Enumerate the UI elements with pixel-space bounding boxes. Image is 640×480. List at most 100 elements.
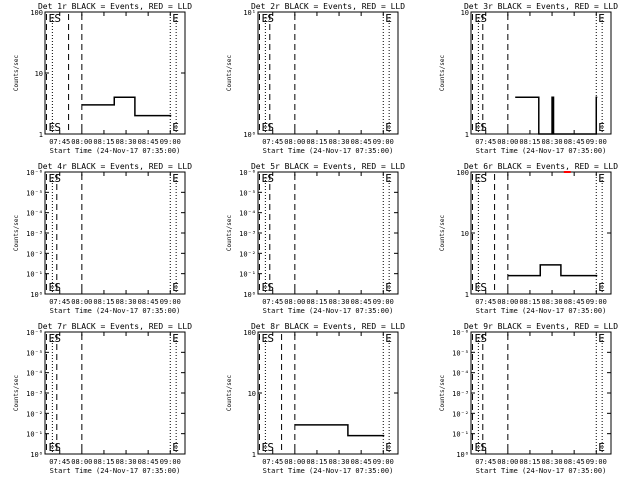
y-tick-label: 10⁻¹ xyxy=(26,271,43,279)
x-tick-label: 08:00 xyxy=(497,138,518,146)
x-tick-label: 08:45 xyxy=(138,298,159,306)
panel-title: Det 2r BLACK = Events, RED = LLD xyxy=(251,2,405,11)
y-tick-label: 10⁰ xyxy=(456,451,469,459)
event-marker-label-bottom: E xyxy=(474,281,481,294)
y-tick-label: 10⁰ xyxy=(243,291,256,299)
x-tick-label: 08:15 xyxy=(519,458,540,466)
x-tick-label: 07:45 xyxy=(262,298,283,306)
series-line-1 xyxy=(81,96,172,117)
event-marker-label: E xyxy=(48,12,55,25)
y-tick-label: 10⁻⁴ xyxy=(26,370,43,378)
panel-title: Det 8r BLACK = Events, RED = LLD xyxy=(251,322,405,331)
x-tick-label: 08:00 xyxy=(71,298,92,306)
x-axis-label: Start Time (24-Nov-17 07:35:00) xyxy=(263,307,394,315)
event-marker-label: E xyxy=(172,12,179,25)
x-tick-label: 08:30 xyxy=(329,458,350,466)
x-tick-label: 08:15 xyxy=(306,458,327,466)
y-axis-label: Counts/sec xyxy=(13,215,20,252)
event-marker-label-bottom: S xyxy=(267,121,274,134)
y-tick-label: 10¹ xyxy=(243,9,256,17)
event-marker-label: S xyxy=(267,172,274,185)
x-tick-label: 08:15 xyxy=(93,458,114,466)
x-tick-label: 08:15 xyxy=(519,298,540,306)
x-axis-label: Start Time (24-Nov-17 07:35:00) xyxy=(263,147,394,155)
y-axis-label: Counts/sec xyxy=(439,375,446,412)
x-tick-label: 09:00 xyxy=(373,458,394,466)
event-marker-label: E xyxy=(261,332,268,345)
y-tick-label: 10⁰ xyxy=(30,291,43,299)
x-tick-label: 08:15 xyxy=(93,298,114,306)
y-tick-label: 10⁻⁶ xyxy=(26,169,43,177)
y-tick-label: 10⁻⁴ xyxy=(452,370,469,378)
x-tick-label: 08:30 xyxy=(542,138,563,146)
event-marker-label-bottom: S xyxy=(480,281,487,294)
event-marker-label: E xyxy=(172,332,179,345)
event-marker-label: E xyxy=(385,172,392,185)
x-axis-label: Start Time (24-Nov-17 07:35:00) xyxy=(50,147,181,155)
event-marker-label-bottom: E xyxy=(474,441,481,454)
x-axis-label: Start Time (24-Nov-17 07:35:00) xyxy=(476,467,607,475)
y-tick-label: 10 xyxy=(461,9,469,17)
event-marker-label-bottom: E xyxy=(385,441,392,454)
x-tick-label: 07:45 xyxy=(262,458,283,466)
x-tick-label: 08:45 xyxy=(564,458,585,466)
x-tick-label: 09:00 xyxy=(160,458,181,466)
panel-det-3: Det 3r BLACK = Events, RED = LLD Counts/s… xyxy=(439,2,618,155)
x-tick-label: 08:45 xyxy=(564,298,585,306)
y-tick-label: 10⁻⁶ xyxy=(452,329,469,337)
y-tick-label: 10⁻³ xyxy=(452,390,469,398)
plot-frame xyxy=(470,331,612,455)
series-line-1 xyxy=(294,424,385,437)
y-tick-label: 1 xyxy=(465,131,469,139)
y-axis-label: Counts/sec xyxy=(226,215,233,252)
event-marker-label-bottom: E xyxy=(261,441,268,454)
event-marker-label: S xyxy=(480,172,487,185)
x-tick-label: 07:45 xyxy=(475,458,496,466)
y-tick-label: 100 xyxy=(243,329,256,337)
y-tick-label: 10⁻⁶ xyxy=(239,169,256,177)
x-tick-label: 07:45 xyxy=(262,138,283,146)
x-tick-label: 09:00 xyxy=(373,298,394,306)
y-tick-label: 10⁻¹ xyxy=(452,431,469,439)
y-tick-label: 10 xyxy=(461,230,469,238)
y-tick-label: 10 xyxy=(35,70,43,78)
event-marker-label-bottom: E xyxy=(172,281,179,294)
event-marker-label: E xyxy=(474,12,481,25)
y-tick-label: 10⁰ xyxy=(30,451,43,459)
x-tick-label: 08:00 xyxy=(71,138,92,146)
panel-det-5: Det 5r BLACK = Events, RED = LLD Counts/s… xyxy=(226,162,405,315)
plot-frame xyxy=(470,11,612,135)
x-tick-label: 08:30 xyxy=(542,298,563,306)
x-tick-label: 07:45 xyxy=(49,298,70,306)
event-marker-label-bottom: E xyxy=(48,441,55,454)
y-tick-label: 10⁻³ xyxy=(239,230,256,238)
event-marker-label-bottom: S xyxy=(480,121,487,134)
y-tick-label: 1 xyxy=(39,131,43,139)
y-tick-label: 100 xyxy=(30,9,43,17)
event-marker-label-bottom: S xyxy=(267,441,274,454)
event-marker-label: E xyxy=(598,332,605,345)
y-tick-label: 10⁻⁵ xyxy=(26,189,43,197)
panel-title: Det 4r BLACK = Events, RED = LLD xyxy=(38,162,192,171)
x-axis-label: Start Time (24-Nov-17 07:35:00) xyxy=(50,467,181,475)
event-marker-label: E xyxy=(261,172,268,185)
x-tick-label: 09:00 xyxy=(373,138,394,146)
y-tick-label: 10⁻³ xyxy=(26,390,43,398)
x-tick-label: 07:45 xyxy=(49,458,70,466)
panel-det-4: Det 4r BLACK = Events, RED = LLD Counts/s… xyxy=(13,162,192,315)
y-tick-label: 10⁻² xyxy=(452,410,469,418)
event-marker-label-bottom: E xyxy=(598,121,605,134)
y-tick-label: 10 xyxy=(248,390,256,398)
x-tick-label: 08:00 xyxy=(71,458,92,466)
plot-frame xyxy=(44,171,186,295)
panel-det-8: Det 8r BLACK = Events, RED = LLD Counts/s… xyxy=(226,322,405,475)
y-tick-label: 10⁻¹ xyxy=(26,431,43,439)
x-tick-label: 08:15 xyxy=(306,298,327,306)
y-tick-label: 10⁻⁵ xyxy=(26,349,43,357)
event-marker-label: E xyxy=(474,332,481,345)
x-tick-label: 09:00 xyxy=(160,138,181,146)
plot-frame xyxy=(257,11,399,135)
plot-frame xyxy=(44,331,186,455)
event-marker-label: S xyxy=(480,12,487,25)
x-tick-label: 08:45 xyxy=(564,138,585,146)
